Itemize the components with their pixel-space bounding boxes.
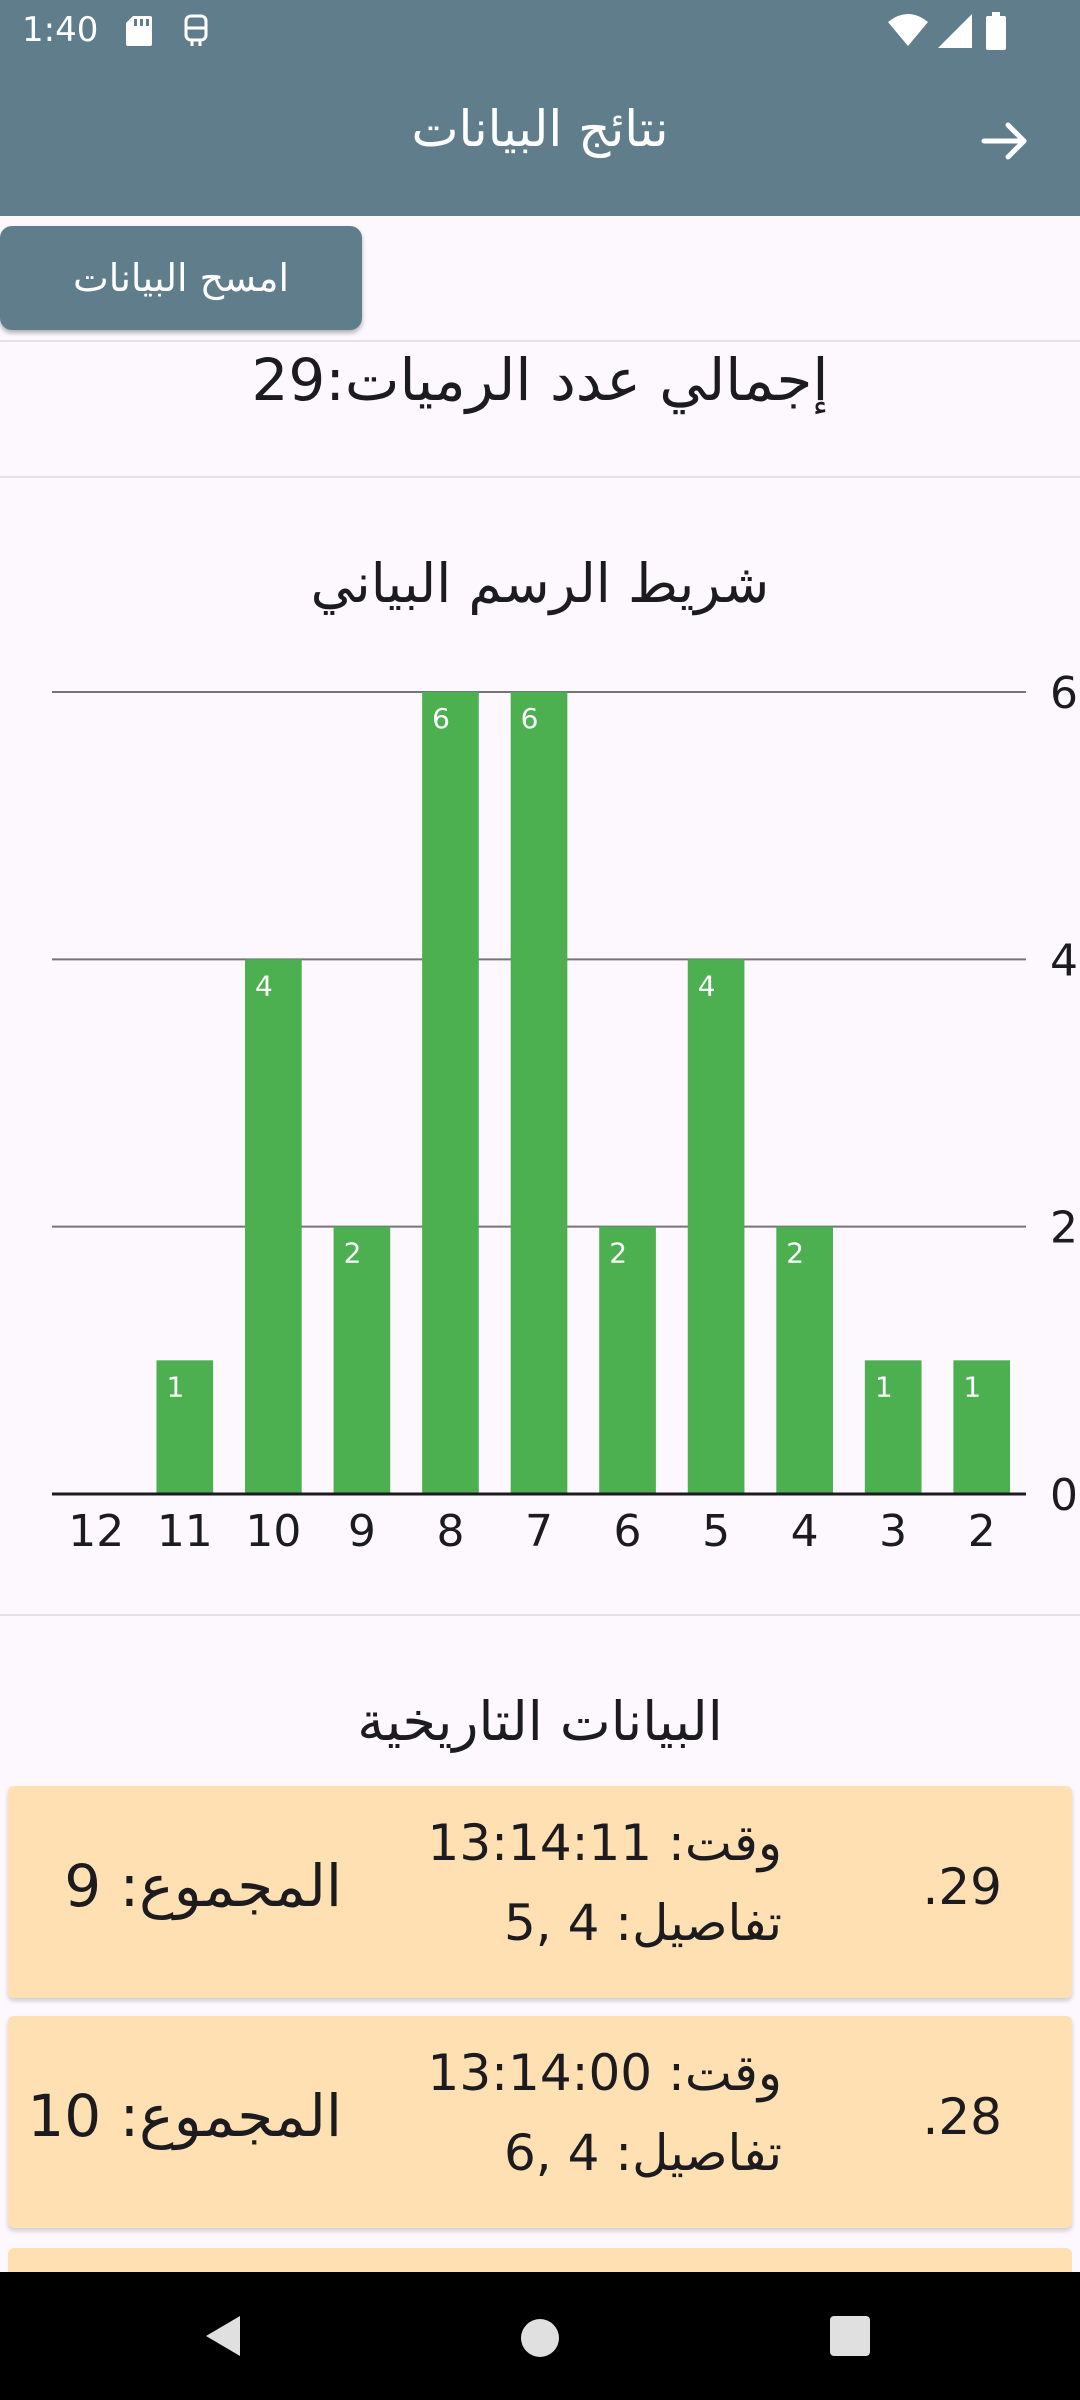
wifi-icon: [888, 14, 928, 46]
x-tick-label: 11: [157, 1506, 213, 1557]
bar: [953, 1360, 1011, 1494]
bar: [333, 1226, 391, 1494]
bar: [245, 959, 302, 1494]
entry-time: وقت: 13:14:11: [427, 1814, 782, 1872]
y-tick-label: 6: [1050, 668, 1078, 719]
status-bar: 1:40: [0, 0, 1080, 64]
total-rolls-text: إجمالي عدد الرميات:29: [251, 346, 829, 414]
entry-index: .29: [922, 1858, 1002, 1916]
divider: [0, 340, 1080, 342]
nav-recents-icon[interactable]: [828, 2314, 872, 2358]
x-tick-label: 5: [702, 1506, 730, 1557]
history-entry[interactable]: المجموع: 10 وقت: 13:14:00 تفاصيل: 4 ,6 .…: [8, 2016, 1072, 2228]
x-tick-label: 3: [879, 1506, 907, 1557]
divider: [0, 476, 1080, 478]
bar-value-label: 1: [875, 1370, 893, 1403]
entry-index: .28: [922, 2088, 1002, 2146]
y-tick-label: 0: [1050, 1470, 1078, 1521]
battery-icon: [986, 12, 1006, 50]
entry-details: تفاصيل: 4 ,5: [503, 1894, 782, 1952]
cast-icon: [184, 14, 208, 46]
bar: [687, 959, 745, 1494]
status-time: 1:40: [22, 10, 99, 50]
divider: [0, 1614, 1080, 1616]
bar: [776, 1226, 833, 1494]
chart-title: شريط الرسم البياني: [310, 552, 770, 615]
bar-value-label: 4: [698, 969, 716, 1002]
bar-value-label: 6: [432, 702, 450, 735]
y-tick-label: 2: [1050, 1203, 1078, 1254]
arrow-right-icon[interactable]: [978, 114, 1032, 168]
bar-value-label: 4: [255, 969, 273, 1002]
x-tick-label: 6: [614, 1506, 642, 1557]
bar-value-label: 2: [344, 1237, 362, 1270]
entry-time: وقت: 13:14:00: [427, 2044, 782, 2102]
x-tick-label: 10: [245, 1506, 301, 1557]
signal-icon: [938, 14, 972, 48]
x-tick-label: 2: [968, 1506, 996, 1557]
page-title: نتائج البيانات: [411, 100, 669, 158]
sd-card-icon: [126, 16, 152, 46]
y-tick-label: 4: [1050, 935, 1078, 986]
x-tick-label: 8: [436, 1506, 464, 1557]
nav-back-icon[interactable]: [200, 2312, 248, 2360]
entry-sum: المجموع: 10: [27, 2082, 342, 2150]
x-tick-label: 7: [525, 1506, 553, 1557]
bar: [510, 692, 568, 1494]
clear-data-button[interactable]: امسح البيانات: [0, 226, 362, 330]
history-title: البيانات التاريخية: [357, 1690, 723, 1753]
bar-value-label: 2: [786, 1237, 804, 1270]
x-tick-label: 9: [348, 1506, 376, 1557]
x-tick-label: 4: [791, 1506, 819, 1557]
entry-sum: المجموع: 9: [64, 1852, 342, 1920]
bar: [599, 1226, 656, 1494]
bar: [422, 692, 479, 1494]
bar: [864, 1360, 922, 1494]
x-tick-label: 12: [68, 1506, 124, 1557]
nav-home-icon[interactable]: [514, 2312, 566, 2364]
bar-value-label: 2: [609, 1237, 627, 1270]
history-entry[interactable]: المجموع: 9 وقت: 13:14:11 تفاصيل: 4 ,5 .2…: [8, 1786, 1072, 1998]
bar-value-label: 6: [521, 702, 539, 735]
navigation-bar: [0, 2272, 1080, 2400]
entry-details: تفاصيل: 4 ,6: [503, 2124, 782, 2182]
bar: [156, 1360, 214, 1494]
bar-value-label: 1: [166, 1370, 184, 1403]
app-bar: نتائج البيانات: [0, 64, 1080, 216]
bar-value-label: 1: [963, 1370, 981, 1403]
